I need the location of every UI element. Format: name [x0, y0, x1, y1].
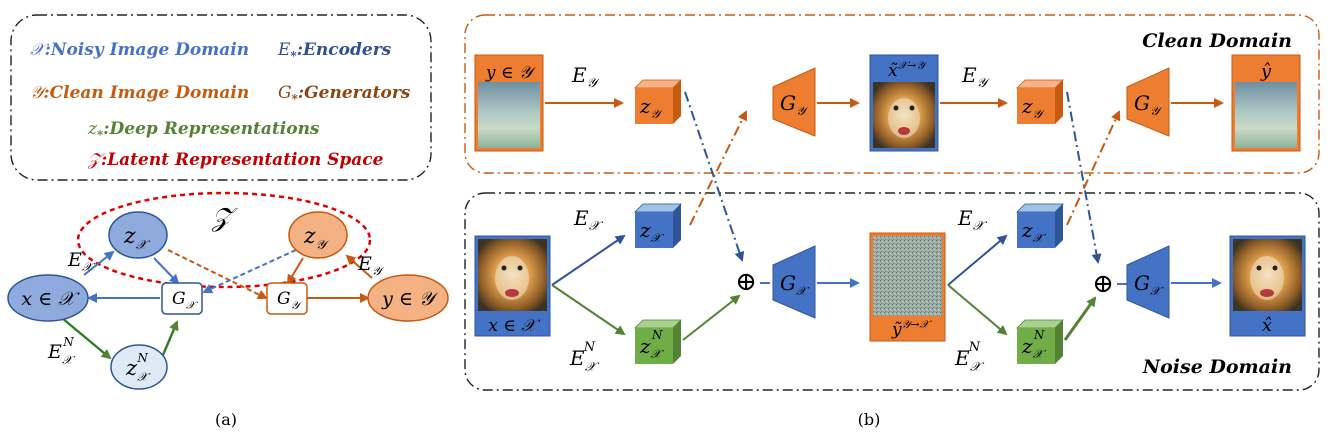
oplus-2: ⊕ [1092, 269, 1114, 299]
latent-space-ellipse [76, 191, 372, 289]
legend-latent: 𝒵:Latent Representation Space [87, 150, 384, 170]
caption-b: (b) [858, 410, 881, 429]
node-y-label: y ∈ 𝒴 [381, 288, 439, 310]
image-y-hat-label: ŷ [1260, 61, 1272, 82]
edge-zy-to-gy [286, 257, 304, 285]
caption-a: (a) [215, 410, 237, 429]
image-x-input: x ∈ 𝒳 [474, 235, 551, 337]
edge-zy-to-gx [202, 249, 297, 294]
cube-zn-1: z𝒳N [634, 319, 682, 364]
image-y-hat: ŷ [1231, 54, 1301, 152]
arrow-img-to-zn2 [947, 284, 1008, 336]
legend-clean: 𝒴:Clean Image Domain [30, 83, 249, 103]
node-gx [161, 282, 203, 315]
generator-gy-1: G𝒴 [772, 67, 816, 137]
image-y-to-x: ỹ𝒴→𝒳 [869, 232, 946, 342]
image-x-to-y: x̃𝒳→𝒴 [869, 54, 939, 152]
arrow-zx2-to-gy2 [1066, 110, 1121, 226]
arrow-x-to-zn1 [551, 284, 626, 336]
legend-box: 𝒳:Noisy Image Domain E*:Encoders 𝒴:Clean… [10, 14, 432, 181]
node-zy [288, 211, 348, 259]
cube-zy-1: z𝒴 [634, 79, 682, 124]
legend-encoders: E*:Encoders [277, 40, 392, 63]
noise-domain-label: Noise Domain [1142, 356, 1292, 378]
panel-b: Clean Domain Noise Domain y ∈ 𝒴 E𝒴 z𝒴 G𝒴 [464, 14, 1320, 391]
image-x-to-y-label: x̃𝒳→𝒴 [888, 59, 928, 81]
label-ey-a: E𝒴 [357, 253, 385, 278]
edge-y-to-zy [345, 254, 373, 279]
image-x-hat-label: x̂ [1262, 315, 1272, 336]
arrow-zx1-to-gy1 [689, 110, 747, 226]
edge-zx-to-gy [167, 249, 268, 299]
label-ey-1: E𝒴 [571, 63, 601, 91]
cube-zy-2: z𝒴 [1016, 79, 1064, 124]
clean-domain-label: Clean Domain [1142, 30, 1292, 52]
cube-zx-1: z𝒳 [634, 203, 682, 248]
graph-a: 𝒵 z𝒳 z𝒴 x ∈ 𝒳 y ∈ 𝒴 G𝒳 G𝒴 z𝒳N E𝒳 E𝒴 E𝒳N [7, 191, 449, 390]
image-y-input: y ∈ 𝒴 [474, 54, 544, 152]
arrow-zn2-to-oplus2 [1063, 296, 1097, 341]
oplus-1: ⊕ [735, 267, 757, 297]
node-zn [110, 344, 168, 390]
generator-gy-2: G𝒴 [1126, 67, 1170, 137]
label-ex-2: E𝒳 [957, 206, 988, 234]
arrow-x-to-zx1 [551, 234, 626, 286]
node-zx [108, 211, 168, 259]
edge-zx-to-gx [153, 257, 180, 285]
generator-gx-2: G𝒳 [1126, 245, 1170, 319]
edge-x-to-zx [83, 250, 115, 276]
cube-zn-2: z𝒳N [1016, 319, 1064, 364]
label-exn-2: E𝒳N [954, 340, 985, 375]
node-x-label: x ∈ 𝒳 [21, 288, 80, 310]
legend-deep: z*:Deep Representations [87, 119, 320, 142]
legend-noisy: 𝒳:Noisy Image Domain [30, 40, 249, 60]
noise-domain-box [464, 192, 1320, 391]
latent-space-label: 𝒵 [211, 203, 238, 233]
image-y-to-x-label: ỹ𝒴→𝒳 [891, 318, 932, 340]
cube-zn-2-label: z𝒳N [1021, 328, 1047, 361]
generator-gx-1: G𝒳 [772, 245, 816, 319]
node-gy [266, 282, 308, 315]
arrow-zn1-to-oplus1 [682, 294, 741, 341]
label-ex-a: E𝒳 [67, 249, 96, 274]
image-x-hat: x̂ [1229, 235, 1306, 337]
label-ey-2: E𝒴 [961, 63, 991, 91]
label-ex-1: E𝒳 [573, 206, 604, 234]
clean-domain-box [464, 14, 1320, 174]
arrow-zy2-to-oplus2 [1066, 91, 1102, 264]
arrow-img-to-zx2 [947, 234, 1008, 286]
label-exn-1: E𝒳N [569, 340, 600, 375]
label-exn-a: E𝒳N [47, 335, 76, 367]
node-y [367, 274, 449, 322]
image-y-input-label: y ∈ 𝒴 [485, 63, 537, 83]
node-x [7, 274, 89, 322]
cube-zx-2: z𝒳 [1016, 203, 1064, 248]
legend-generators: G*:Generators [278, 83, 411, 106]
edge-x-to-zn [61, 317, 112, 360]
image-x-input-label: x ∈ 𝒳 [488, 316, 541, 336]
